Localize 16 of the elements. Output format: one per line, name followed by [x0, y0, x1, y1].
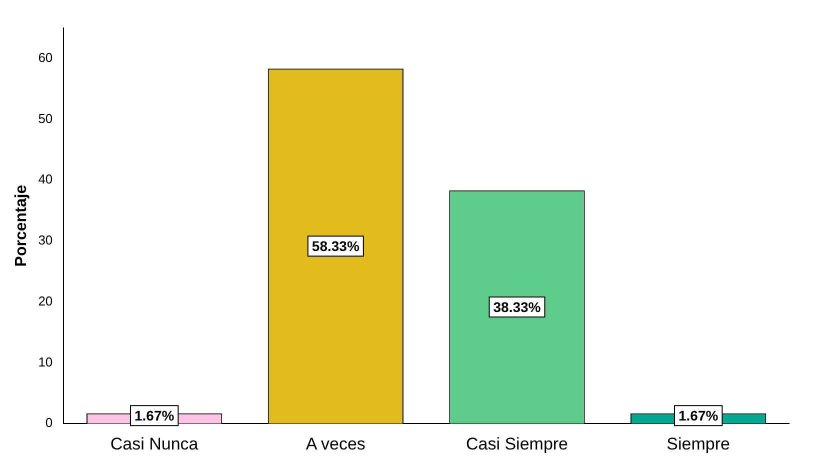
- data-label: 1.67%: [678, 407, 719, 424]
- x-tick-label: A veces: [306, 434, 366, 454]
- x-tick-label: Casi Nunca: [110, 434, 199, 454]
- y-tick-label: 40: [38, 172, 53, 187]
- y-tick-label: 60: [38, 50, 53, 66]
- y-tick-label: 20: [38, 293, 53, 308]
- data-label: 58.33%: [312, 238, 360, 254]
- y-tick-label: 50: [38, 110, 53, 126]
- y-axis-title: Porcentaje: [13, 184, 30, 267]
- y-tick-label: 30: [38, 232, 53, 248]
- data-label: 38.33%: [493, 298, 542, 315]
- x-tick-label: Siempre: [666, 434, 730, 454]
- data-label: 1.67%: [134, 407, 175, 424]
- y-tick-label: 10: [38, 354, 53, 370]
- y-tick-label: 0: [45, 415, 53, 430]
- x-tick-label: Casi Siempre: [466, 434, 568, 454]
